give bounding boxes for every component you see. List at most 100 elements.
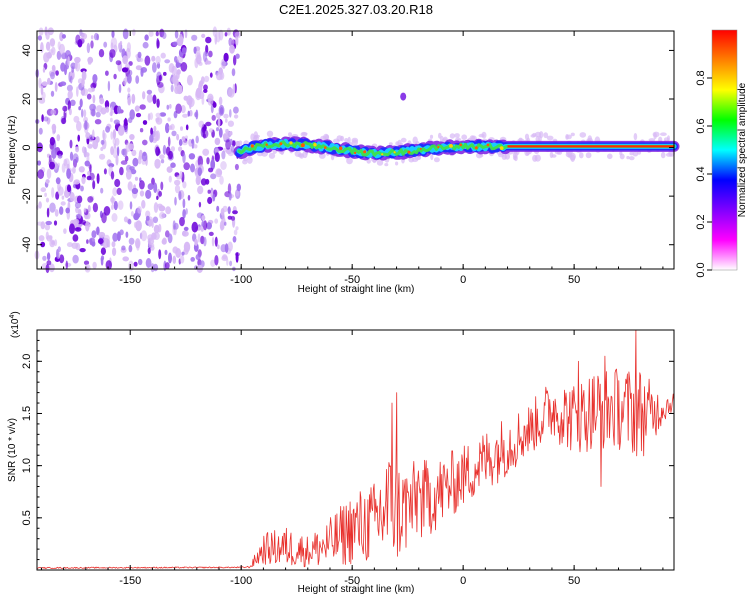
noise-speckle — [200, 178, 207, 186]
ridge-halo — [324, 134, 330, 140]
noise-speckle — [153, 202, 159, 213]
noise-speckle — [135, 65, 142, 71]
noise-speckle — [78, 166, 85, 173]
noise-speckle — [46, 260, 52, 266]
noise-speckle — [44, 224, 51, 231]
ridge-halo — [478, 133, 485, 138]
noise-speckle — [187, 194, 191, 201]
noise-speckle — [79, 219, 87, 225]
noise-speckle — [80, 185, 84, 192]
noise-speckle — [87, 196, 94, 203]
noise-speckle — [203, 84, 208, 91]
noise-speckle — [195, 254, 201, 261]
noise-speckle — [228, 88, 235, 98]
noise-speckle — [156, 195, 159, 200]
spectrogram-x-ticks: -150 -100 -50 0 50 — [40, 31, 664, 286]
noise-speckle — [102, 129, 105, 140]
noise-speckle — [49, 38, 56, 47]
noise-speckle — [110, 42, 114, 50]
ridge-halo — [253, 131, 259, 140]
noise-speckle — [183, 241, 191, 253]
noise-speckle — [132, 157, 139, 167]
noise-speckle — [122, 28, 129, 40]
noise-speckle — [207, 98, 214, 106]
noise-speckle — [86, 239, 89, 244]
noise-speckle — [139, 190, 145, 197]
noise-speckle — [100, 258, 104, 266]
noise-speckle — [193, 144, 198, 149]
noise-speckle — [122, 55, 129, 65]
noise-speckle — [218, 104, 225, 116]
noise-speckle — [38, 235, 45, 242]
noise-speckle — [115, 60, 122, 66]
noise-speckle — [136, 240, 140, 251]
noise-speckle — [59, 254, 65, 264]
noise-speckle — [185, 208, 188, 215]
noise-speckle — [54, 209, 59, 217]
noise-speckle — [50, 71, 55, 80]
y-tick-label: -20 — [21, 188, 33, 204]
noise-speckle — [128, 244, 133, 253]
noise-speckle — [45, 41, 51, 51]
noise-speckle — [142, 120, 148, 125]
snr-series-line — [36, 329, 675, 569]
snr-panel: -150 -100 -50 0 50 0.5 1.0 1.5 2.0 Height of st… — [7, 311, 675, 595]
noise-speckle — [46, 52, 52, 59]
x-tick-label: -100 — [230, 274, 252, 286]
snr-scale-factor: (x104) — [9, 311, 21, 338]
noise-speckle — [177, 39, 184, 47]
ridge-halo — [243, 157, 248, 162]
noise-speckle — [145, 258, 152, 268]
noise-speckle — [214, 148, 220, 153]
noise-speckle — [174, 196, 177, 206]
noise-speckle — [168, 150, 173, 160]
ridge-halo — [660, 151, 666, 159]
noise-speckle — [235, 36, 239, 46]
noise-speckle — [92, 129, 95, 140]
noise-speckle — [173, 222, 179, 230]
noise-speckle — [139, 128, 144, 133]
noise-speckle — [188, 153, 196, 160]
noise-speckle — [210, 259, 216, 267]
noise-speckle — [219, 71, 225, 81]
noise-speckle — [73, 218, 80, 225]
ridge-halo — [652, 131, 660, 138]
ridge-halo — [461, 134, 468, 140]
isolated-blob — [400, 92, 407, 101]
noise-speckle — [74, 61, 78, 70]
noise-speckle — [85, 220, 90, 232]
noise-speckle — [142, 151, 147, 157]
noise-speckle — [76, 121, 82, 132]
noise-speckle — [193, 46, 197, 54]
noise-speckle — [94, 119, 102, 125]
noise-speckle — [69, 139, 73, 149]
noise-speckle — [63, 228, 67, 235]
noise-speckle — [128, 237, 135, 245]
noise-speckle — [208, 231, 214, 236]
noise-speckle — [140, 230, 148, 242]
noise-speckle — [116, 146, 120, 157]
noise-speckle — [147, 183, 154, 191]
noise-speckle — [191, 34, 198, 41]
noise-speckle — [118, 42, 121, 50]
noise-speckle — [183, 162, 190, 171]
noise-speckle — [191, 221, 199, 233]
noise-speckle — [153, 182, 158, 194]
noise-speckle — [201, 215, 206, 221]
noise-speckle — [114, 178, 121, 188]
noise-speckle — [208, 167, 214, 173]
noise-speckle — [87, 143, 93, 149]
noise-speckle — [116, 105, 122, 114]
noise-speckle — [112, 129, 116, 140]
noise-speckle — [222, 133, 227, 141]
noise-speckle — [235, 53, 240, 59]
noise-speckle — [38, 77, 42, 89]
noise-speckle — [215, 31, 221, 43]
noise-speckle — [134, 105, 140, 112]
ridge-halo — [395, 161, 399, 166]
noise-speckle — [182, 209, 186, 219]
noise-speckle — [79, 248, 86, 253]
spectrogram-panel: -150 -100 -50 0 50 -40 -20 0 20 40 Height of str… — [7, 26, 680, 295]
noise-speckle — [83, 109, 87, 118]
noise-speckle — [66, 242, 73, 248]
